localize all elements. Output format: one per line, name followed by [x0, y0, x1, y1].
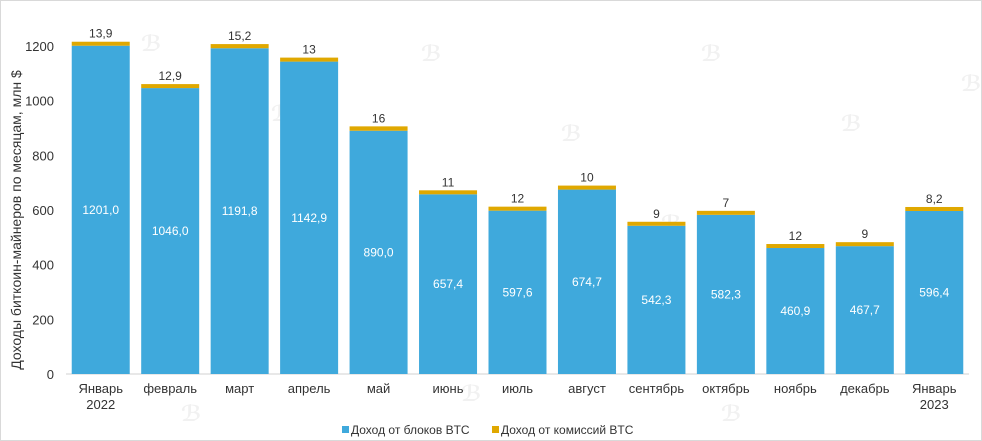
bar-fee-revenue	[488, 206, 547, 211]
x-tick-label: июль	[502, 381, 533, 396]
data-label-block-revenue: 890,0	[364, 245, 394, 259]
y-tick-label: 400	[32, 258, 54, 273]
bar-block-revenue	[71, 45, 130, 375]
data-label-fee-revenue: 9	[653, 207, 660, 221]
x-tick-label: октябрь	[702, 381, 750, 396]
watermark-glyph: ℬ	[561, 121, 581, 146]
bar-fee-revenue	[349, 126, 408, 131]
bar-fee-revenue	[696, 210, 755, 215]
data-label-fee-revenue: 11	[442, 175, 455, 189]
y-tick-label: 800	[32, 148, 54, 163]
data-label-block-revenue: 596,4	[919, 285, 949, 299]
y-tick-label: 1000	[25, 94, 54, 109]
y-tick-label: 0	[47, 367, 54, 382]
bar-fee-revenue	[210, 44, 269, 49]
bar-fee-revenue	[280, 57, 339, 62]
data-label-fee-revenue: 8,2	[926, 192, 943, 206]
data-label-block-revenue: 582,3	[711, 287, 741, 301]
bar-block-revenue	[696, 214, 755, 374]
x-tick-label: апрель	[288, 381, 331, 396]
bar-fee-revenue	[905, 206, 964, 211]
y-axis-label: Доходы биткоин-майнеров по месяцам, млн …	[8, 70, 24, 370]
bar-fee-revenue	[627, 221, 686, 226]
bar-fee-revenue	[835, 242, 894, 247]
x-tick-label: 2022	[86, 397, 115, 412]
bar-fee-revenue	[766, 244, 825, 249]
watermark-glyph: ℬ	[961, 71, 981, 96]
bar-block-revenue	[141, 88, 200, 375]
y-tick-label: 200	[32, 312, 54, 327]
y-tick-label: 600	[32, 203, 54, 218]
data-label-block-revenue: 674,7	[572, 275, 602, 289]
data-label-fee-revenue: 13,9	[89, 27, 113, 41]
x-tick-label: Январь	[912, 381, 957, 396]
watermark-glyph: ℬ	[421, 41, 441, 66]
data-label-fee-revenue: 7	[723, 196, 730, 210]
watermark-glyph: ℬ	[841, 111, 861, 136]
data-label-block-revenue: 657,4	[433, 277, 463, 291]
data-label-fee-revenue: 13	[302, 43, 316, 57]
data-label-fee-revenue: 10	[580, 171, 594, 185]
data-label-fee-revenue: 12,9	[159, 69, 183, 83]
x-tick-label: сентябрь	[629, 381, 685, 396]
x-tick-label: 2023	[920, 397, 949, 412]
x-tick-label: июнь	[433, 381, 464, 396]
bar-block-revenue	[905, 210, 964, 374]
watermark-glyph: ℬ	[461, 381, 481, 406]
watermark-glyph: ℬ	[141, 31, 161, 56]
legend-swatch-blocks	[342, 426, 349, 433]
data-label-block-revenue: 542,3	[641, 293, 671, 307]
data-label-block-revenue: 1191,8	[222, 204, 258, 218]
legend-label-fees: Доход от комиссий BTC	[501, 423, 634, 437]
bar-block-revenue	[349, 130, 408, 374]
data-label-fee-revenue: 16	[372, 111, 386, 125]
bar-block-revenue	[557, 189, 616, 374]
legend-label-blocks: Доход от блоков BTC	[351, 423, 470, 437]
bar-fee-revenue	[141, 84, 200, 89]
x-tick-label: Январь	[78, 381, 123, 396]
bar-fee-revenue	[419, 190, 478, 195]
data-label-block-revenue: 597,6	[502, 285, 532, 299]
x-tick-label: февраль	[143, 381, 197, 396]
bar-block-revenue	[210, 48, 269, 374]
watermark-glyph: ℬ	[721, 401, 741, 426]
x-tick-label: август	[568, 381, 606, 396]
y-tick-labels: 0 200 400 600 800 1000 1200	[25, 39, 54, 382]
x-tick-label: ноябрь	[774, 381, 817, 396]
y-tick-label: 1200	[25, 39, 54, 54]
data-label-block-revenue: 1142,9	[291, 211, 327, 225]
bar-block-revenue	[766, 248, 825, 374]
watermark-glyph: ℬ	[181, 401, 201, 426]
legend-swatch-fees	[492, 426, 499, 433]
data-label-block-revenue: 460,9	[780, 304, 810, 318]
legend: Доход от блоков BTC Доход от комиссий BT…	[342, 423, 634, 437]
bar-fee-revenue	[71, 41, 130, 46]
bar-block-revenue	[627, 225, 686, 374]
bars: 1201,0 13,9 1046,0 12,9 1191,8 15,2 1142,9 13 89…	[71, 27, 964, 375]
bar-fee-revenue	[557, 185, 616, 190]
data-label-fee-revenue: 9	[861, 227, 868, 241]
bar-block-revenue	[419, 194, 478, 374]
x-tick-label: декабрь	[840, 381, 890, 396]
x-tick-label: март	[225, 381, 254, 396]
bar-block-revenue	[488, 210, 547, 374]
data-label-fee-revenue: 15,2	[228, 29, 252, 43]
data-label-block-revenue: 1201,0	[82, 203, 119, 217]
x-tick-label: май	[367, 381, 390, 396]
data-label-fee-revenue: 12	[511, 192, 525, 206]
data-label-fee-revenue: 12	[789, 229, 803, 243]
data-label-block-revenue: 1046,0	[152, 224, 189, 238]
data-label-block-revenue: 467,7	[850, 303, 880, 317]
bar-block-revenue	[835, 246, 894, 374]
bar-block-revenue	[280, 61, 339, 375]
watermark-glyph: ℬ	[701, 41, 721, 66]
